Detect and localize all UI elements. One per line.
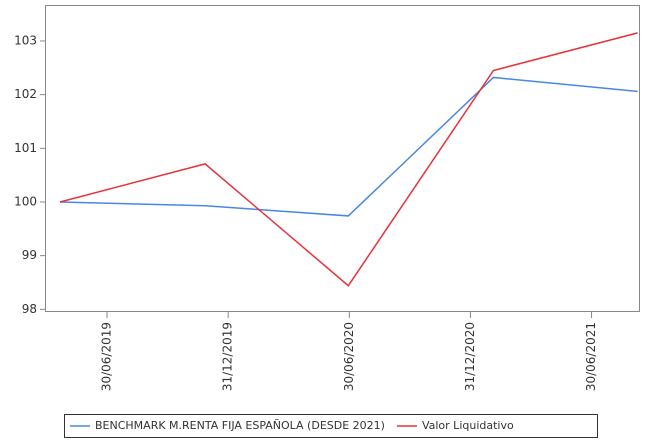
series-line [60,76,638,217]
y-tick-label: 100 [14,194,37,208]
x-tick-label: 30/06/2021 [584,322,598,391]
series-line [59,32,638,287]
y-tick-label: 102 [14,87,37,101]
x-tick-label: 31/12/2019 [221,322,235,391]
y-tick-label: 103 [14,33,37,47]
x-tick-label: 30/06/2020 [342,322,356,391]
plot-frame [45,5,640,312]
x-tick-label: 30/06/2019 [100,322,114,391]
legend-label: BENCHMARK M.RENTA FIJA ESPAÑOLA (DESDE 2… [95,419,385,432]
x-tick-label: 31/12/2020 [463,322,477,391]
y-tick-label: 99 [22,248,37,262]
y-tick-label: 101 [14,141,37,155]
y-tick-label: 98 [22,302,37,316]
legend-box [64,414,598,438]
legend-label: Valor Liquidativo [422,419,514,432]
